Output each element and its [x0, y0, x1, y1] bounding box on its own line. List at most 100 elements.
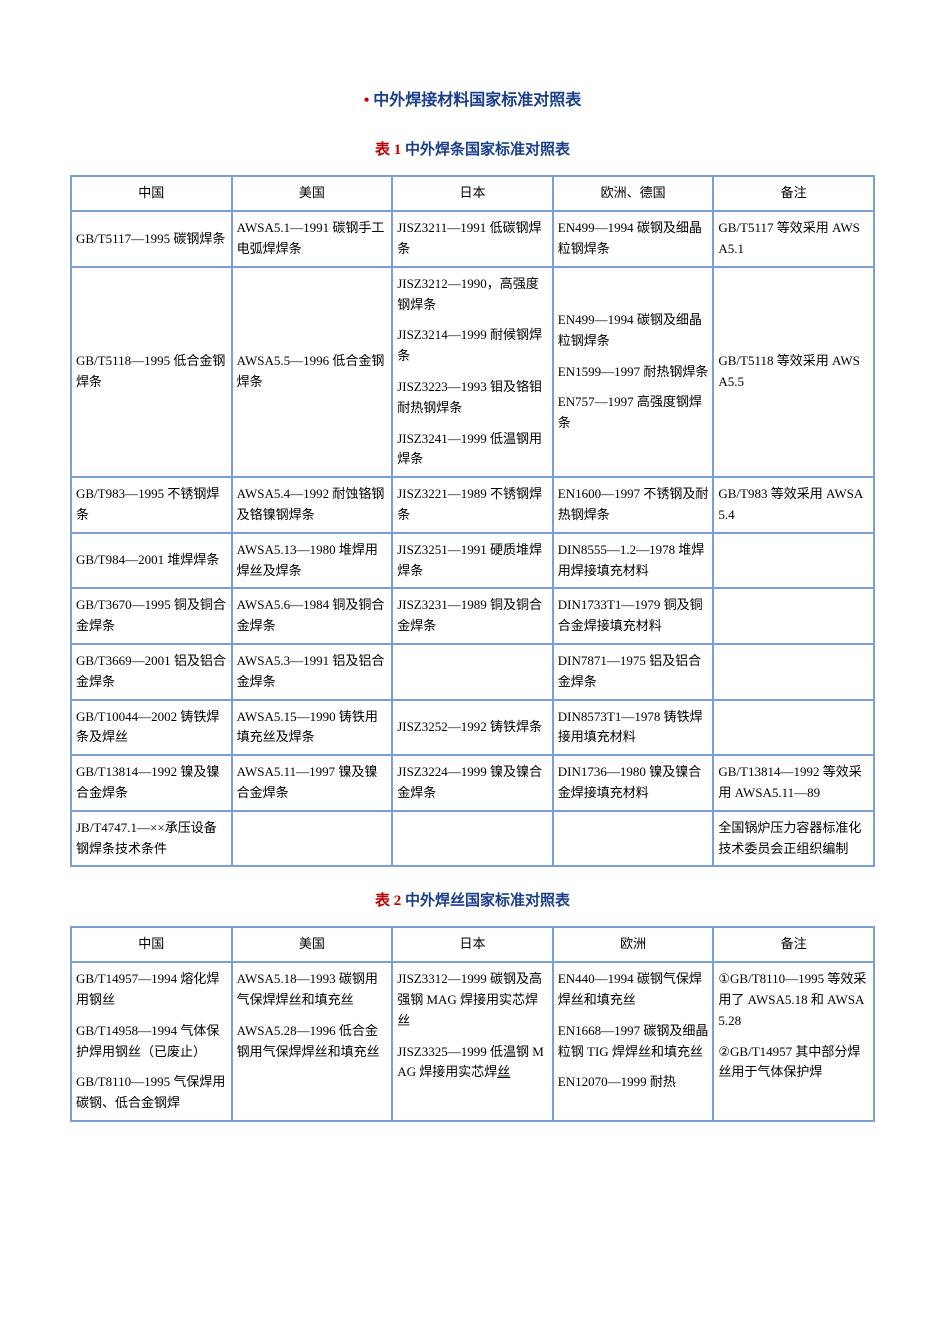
cell: GB/T13814—1992 镍及镍合金焊条: [71, 755, 232, 811]
cell: [713, 700, 874, 756]
table1-header-us: 美国: [232, 176, 393, 211]
cell: [232, 811, 393, 867]
cell: AWSA5.11—1997 镍及镍合金焊条: [232, 755, 393, 811]
cell: AWSA5.4—1992 耐蚀铬钢及铬镍钢焊条: [232, 477, 393, 533]
jp-line: JISZ3325—1999 低温钢 MAG 焊接用实芯焊丝: [397, 1042, 548, 1084]
cell: AWSA5.6—1984 铜及铜合金焊条: [232, 588, 393, 644]
table1-header-note: 备注: [713, 176, 874, 211]
eu-line: EN757—1997 高强度钢焊条: [558, 392, 709, 434]
cell: DIN1736—1980 镍及镍合金焊接填充材料: [553, 755, 714, 811]
table-row: GB/T3669—2001 铝及铝合金焊条 AWSA5.3—1991 铝及铝合金…: [71, 644, 874, 700]
jp-line: JISZ3212—1990，高强度钢焊条: [397, 274, 548, 316]
table-row: GB/T5118—1995 低合金钢焊条 AWSA5.5—1996 低合金钢焊条…: [71, 267, 874, 477]
title-bullet: •: [364, 92, 370, 109]
jp-line: JISZ3223—1993 钼及铬钼耐热钢焊条: [397, 377, 548, 419]
cell: [713, 533, 874, 589]
cell: AWSA5.18—1993 碳钢用气保焊焊丝和填充丝 AWSA5.28—1996…: [232, 962, 393, 1121]
table2-header-row: 中国 美国 日本 欧洲 备注: [71, 927, 874, 962]
cell: JISZ3312—1999 碳钢及高强钢 MAG 焊接用实芯焊丝 JISZ332…: [392, 962, 553, 1121]
cell: GB/T5118—1995 低合金钢焊条: [71, 267, 232, 477]
cell: 全国锅炉压力容器标准化技术委员会正组织编制: [713, 811, 874, 867]
cell: [713, 588, 874, 644]
table2-header-eu: 欧洲: [553, 927, 714, 962]
title-text: 中外焊接材料国家标准对照表: [373, 92, 581, 109]
table1: 中国 美国 日本 欧洲、德国 备注 GB/T5117—1995 碳钢焊条 AWS…: [70, 175, 875, 867]
cell: [553, 811, 714, 867]
cell: GB/T984—2001 堆焊焊条: [71, 533, 232, 589]
table2-header-us: 美国: [232, 927, 393, 962]
cell: AWSA5.1—1991 碳钢手工电弧焊焊条: [232, 211, 393, 267]
cell: GB/T3670—1995 铜及铜合金焊条: [71, 588, 232, 644]
cell: AWSA5.13—1980 堆焊用焊丝及焊条: [232, 533, 393, 589]
cn-line: GB/T14958—1994 气体保护焊用钢丝（已废止）: [76, 1021, 227, 1063]
cell: [392, 811, 553, 867]
jp-line: JISZ3214—1999 耐候钢焊条: [397, 325, 548, 367]
eu-line: EN1668—1997 碳钢及细晶粒钢 TIG 焊焊丝和填充丝: [558, 1021, 709, 1063]
cell: AWSA5.3—1991 铝及铝合金焊条: [232, 644, 393, 700]
cell: JISZ3252—1992 铸铁焊条: [392, 700, 553, 756]
table2-header-note: 备注: [713, 927, 874, 962]
table1-header-cn: 中国: [71, 176, 232, 211]
cell: JISZ3221—1989 不锈钢焊条: [392, 477, 553, 533]
us-line: AWSA5.18—1993 碳钢用气保焊焊丝和填充丝: [237, 969, 388, 1011]
table2-header-jp: 日本: [392, 927, 553, 962]
us-line: AWSA5.28—1996 低合金钢用气保焊焊丝和填充丝: [237, 1021, 388, 1063]
cell: GB/T5118 等效采用 AWSA5.5: [713, 267, 874, 477]
table1-caption: 表 1 中外焊条国家标准对照表: [70, 140, 875, 161]
table1-header-row: 中国 美国 日本 欧洲、德国 备注: [71, 176, 874, 211]
cell: EN440—1994 碳钢气保焊焊丝和填充丝 EN1668—1997 碳钢及细晶…: [553, 962, 714, 1121]
table-row: GB/T983—1995 不锈钢焊条 AWSA5.4—1992 耐蚀铬钢及铬镍钢…: [71, 477, 874, 533]
cell: GB/T5117 等效采用 AWSA5.1: [713, 211, 874, 267]
table-row: GB/T5117—1995 碳钢焊条 AWSA5.1—1991 碳钢手工电弧焊焊…: [71, 211, 874, 267]
table2-caption-num: 表 2: [375, 893, 405, 909]
cell: GB/T13814—1992 等效采用 AWSA5.11—89: [713, 755, 874, 811]
cell: GB/T983 等效采用 AWSA5.4: [713, 477, 874, 533]
table-row: GB/T3670—1995 铜及铜合金焊条 AWSA5.6—1984 铜及铜合金…: [71, 588, 874, 644]
eu-line: EN440—1994 碳钢气保焊焊丝和填充丝: [558, 969, 709, 1011]
cell: [392, 644, 553, 700]
cn-line: GB/T14957—1994 熔化焊用钢丝: [76, 969, 227, 1011]
table-row: GB/T984—2001 堆焊焊条 AWSA5.13—1980 堆焊用焊丝及焊条…: [71, 533, 874, 589]
cell: ①GB/T8110—1995 等效采用了 AWSA5.18 和 AWSA5.28…: [713, 962, 874, 1121]
cell: EN1600—1997 不锈钢及耐热钢焊条: [553, 477, 714, 533]
note-line: ①GB/T8110—1995 等效采用了 AWSA5.18 和 AWSA5.28: [718, 969, 869, 1031]
cell: JISZ3251—1991 硬质堆焊焊条: [392, 533, 553, 589]
table1-caption-num: 表 1: [375, 142, 405, 158]
jp-underline: 丝: [497, 1064, 510, 1079]
table2-caption-text: 中外焊丝国家标准对照表: [405, 893, 570, 909]
cell: JISZ3212—1990，高强度钢焊条 JISZ3214—1999 耐候钢焊条…: [392, 267, 553, 477]
cell: EN499—1994 碳钢及细晶粒钢焊条 EN1599—1997 耐热钢焊条 E…: [553, 267, 714, 477]
cn-line: GB/T8110—1995 气保焊用碳钢、低合金钢焊: [76, 1072, 227, 1114]
cell: DIN8573T1—1978 铸铁焊接用填充材料: [553, 700, 714, 756]
table-row: JB/T4747.1—××承压设备钢焊条技术条件 全国锅炉压力容器标准化技术委员…: [71, 811, 874, 867]
cell: GB/T983—1995 不锈钢焊条: [71, 477, 232, 533]
table2: 中国 美国 日本 欧洲 备注 GB/T14957—1994 熔化焊用钢丝 GB/…: [70, 926, 875, 1122]
cell: JISZ3211—1991 低碳钢焊条: [392, 211, 553, 267]
eu-line: EN499—1994 碳钢及细晶粒钢焊条: [558, 310, 709, 352]
cell: AWSA5.15—1990 铸铁用填充丝及焊条: [232, 700, 393, 756]
jp-line: JISZ3312—1999 碳钢及高强钢 MAG 焊接用实芯焊丝: [397, 969, 548, 1031]
cell: [713, 644, 874, 700]
document-title: •中外焊接材料国家标准对照表: [70, 90, 875, 112]
table-row: GB/T13814—1992 镍及镍合金焊条 AWSA5.11—1997 镍及镍…: [71, 755, 874, 811]
table2-caption: 表 2 中外焊丝国家标准对照表: [70, 891, 875, 912]
cell: DIN1733T1—1979 铜及铜合金焊接填充材料: [553, 588, 714, 644]
cell: GB/T3669—2001 铝及铝合金焊条: [71, 644, 232, 700]
table-row: GB/T14957—1994 熔化焊用钢丝 GB/T14958—1994 气体保…: [71, 962, 874, 1121]
cell: JB/T4747.1—××承压设备钢焊条技术条件: [71, 811, 232, 867]
table1-header-eu: 欧洲、德国: [553, 176, 714, 211]
table1-caption-text: 中外焊条国家标准对照表: [405, 142, 570, 158]
table1-header-jp: 日本: [392, 176, 553, 211]
cell: GB/T5117—1995 碳钢焊条: [71, 211, 232, 267]
table-row: GB/T10044—2002 铸铁焊条及焊丝 AWSA5.15—1990 铸铁用…: [71, 700, 874, 756]
cell: DIN8555—1.2—1978 堆焊用焊接填充材料: [553, 533, 714, 589]
jp-line: JISZ3241—1999 低温钢用焊条: [397, 429, 548, 471]
cell: EN499—1994 碳钢及细晶粒钢焊条: [553, 211, 714, 267]
cell: DIN7871—1975 铝及铝合金焊条: [553, 644, 714, 700]
cell: AWSA5.5—1996 低合金钢焊条: [232, 267, 393, 477]
cell: JISZ3224—1999 镍及镍合金焊条: [392, 755, 553, 811]
cell: GB/T10044—2002 铸铁焊条及焊丝: [71, 700, 232, 756]
table2-header-cn: 中国: [71, 927, 232, 962]
cell: GB/T14957—1994 熔化焊用钢丝 GB/T14958—1994 气体保…: [71, 962, 232, 1121]
cell: JISZ3231—1989 铜及铜合金焊条: [392, 588, 553, 644]
